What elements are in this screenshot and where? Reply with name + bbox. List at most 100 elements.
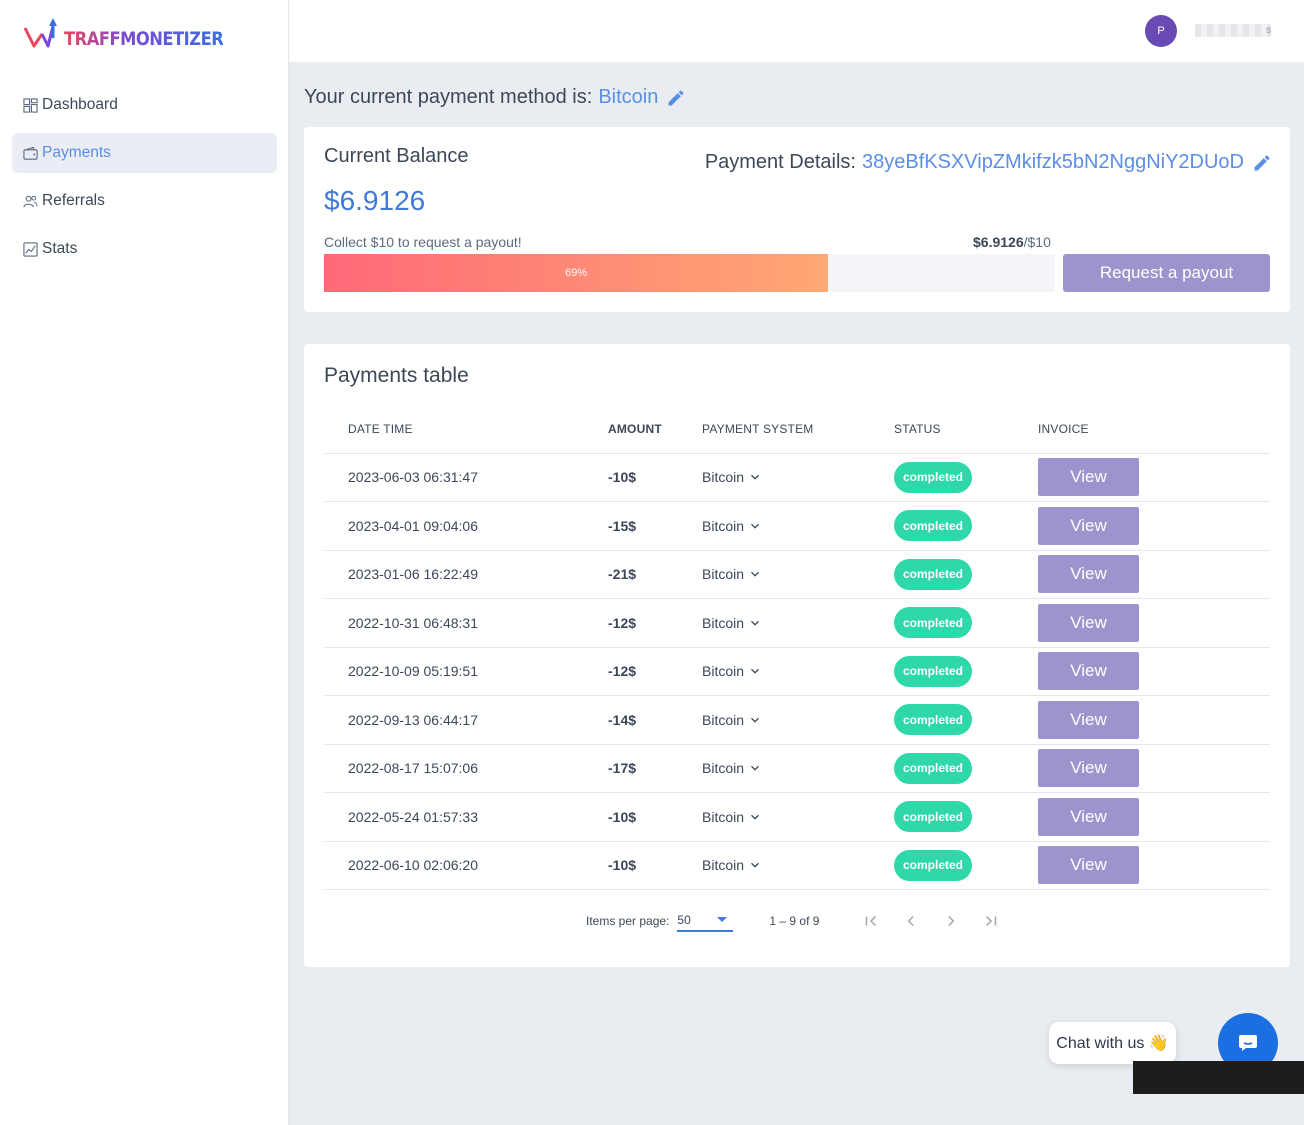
cell-status: completed (894, 598, 1038, 648)
sidebar-item-stats[interactable]: Stats (12, 229, 277, 269)
cell-payment-system: Bitcoin (702, 453, 894, 502)
sidebar-item-label: Dashboard (42, 96, 118, 113)
cell-amount: -17$ (608, 744, 702, 793)
cell-invoice: View (1038, 647, 1270, 696)
column-header-status[interactable]: STATUS (894, 406, 1038, 454)
users-icon (23, 195, 38, 207)
status-badge: completed (894, 655, 972, 687)
items-per-page-select[interactable]: 50 (677, 910, 734, 932)
view-invoice-button[interactable]: View (1038, 652, 1139, 691)
last-page-button[interactable] (981, 911, 1001, 931)
status-badge: completed (894, 607, 972, 639)
payment-method-value: Bitcoin (598, 86, 659, 108)
progress-target: /$10 (1023, 234, 1051, 250)
payment-details-label: Payment Details: (704, 151, 856, 173)
payment-system-label: Bitcoin (702, 517, 745, 534)
logo-text: TRAFFMONETIZER (64, 28, 224, 50)
chevron-down-icon (751, 863, 759, 868)
cell-amount: -21$ (608, 550, 702, 599)
wallet-icon (23, 146, 38, 160)
payment-system-toggle[interactable]: Bitcoin (702, 857, 762, 873)
sidebar-item-referrals[interactable]: Referrals (12, 181, 277, 221)
column-header-invoice[interactable]: INVOICE (1038, 406, 1270, 454)
view-invoice-button[interactable]: View (1038, 797, 1139, 836)
table-row: 2022-10-09 05:19:51 -12$ Bitcoin completed V… (324, 647, 1270, 696)
cell-date: 2022-05-24 01:57:33 (324, 792, 608, 842)
cell-amount: -15$ (608, 501, 702, 551)
page-range: 1 – 9 of 9 (769, 914, 820, 928)
payment-system-toggle[interactable]: Bitcoin (702, 712, 762, 728)
previous-page-button[interactable] (901, 911, 921, 931)
username[interactable]: s (1195, 24, 1271, 37)
chevron-down-icon (751, 572, 759, 577)
cell-invoice: View (1038, 792, 1270, 842)
view-invoice-button[interactable]: View (1038, 555, 1139, 594)
status-badge: completed (894, 801, 972, 833)
view-invoice-button[interactable]: View (1038, 506, 1139, 545)
view-invoice-button[interactable]: View (1038, 458, 1139, 497)
payment-system-toggle[interactable]: Bitcoin (702, 809, 762, 825)
table-row: 2022-08-17 15:07:06 -17$ Bitcoin completed V… (324, 744, 1270, 793)
payment-system-label: Bitcoin (702, 663, 745, 680)
column-header-amount[interactable]: AMOUNT (608, 406, 702, 454)
view-invoice-button[interactable]: View (1038, 700, 1139, 739)
status-badge: completed (894, 510, 972, 542)
items-per-page-label: Items per page: (586, 914, 670, 928)
cell-payment-system: Bitcoin (702, 792, 894, 842)
payment-system-toggle[interactable]: Bitcoin (702, 518, 762, 534)
status-badge: completed (894, 461, 972, 493)
payments-table-card: Payments table DATE TIME AMOUNT PAYMENT … (304, 344, 1290, 967)
table-row: 2022-09-13 06:44:17 -14$ Bitcoin completed V… (324, 695, 1270, 745)
table-row: 2023-01-06 16:22:49 -21$ Bitcoin completed V… (324, 550, 1270, 599)
sidebar-item-dashboard[interactable]: Dashboard (12, 85, 277, 125)
cell-payment-system: Bitcoin (702, 550, 894, 599)
first-page-button[interactable] (861, 911, 881, 931)
next-page-button[interactable] (941, 911, 961, 931)
edit-payment-details-icon[interactable] (1252, 153, 1272, 173)
payment-system-toggle[interactable]: Bitcoin (702, 760, 762, 776)
request-payout-button[interactable]: Request a payout (1063, 254, 1270, 292)
view-invoice-button[interactable]: View (1038, 846, 1139, 885)
column-header-date[interactable]: DATE TIME (324, 406, 608, 454)
cell-status: completed (894, 695, 1038, 745)
cell-amount: -12$ (608, 647, 702, 696)
sidebar-item-label: Referrals (42, 192, 105, 209)
payment-details-line: Payment Details: 38yeBfKSXVipZMkifzk5bN2… (705, 151, 1272, 174)
chevron-right-icon (948, 915, 955, 927)
chevron-down-icon (751, 766, 759, 771)
chevron-down-icon (751, 669, 759, 674)
payment-system-toggle[interactable]: Bitcoin (702, 566, 762, 582)
cell-amount: -10$ (608, 453, 702, 502)
status-badge: completed (894, 849, 972, 881)
sidebar-item-payments[interactable]: Payments (12, 133, 277, 173)
view-invoice-button[interactable]: View (1038, 603, 1139, 642)
traffmonetizer-logo[interactable]: TRAFFMONETIZER (22, 16, 249, 50)
view-invoice-button[interactable]: View (1038, 749, 1139, 788)
cell-status: completed (894, 841, 1038, 890)
payment-system-label: Bitcoin (702, 760, 745, 777)
first-page-icon (866, 915, 877, 927)
cell-status: completed (894, 453, 1038, 502)
cell-payment-system: Bitcoin (702, 744, 894, 793)
table-row: 2022-06-10 02:06:20 -10$ Bitcoin completed V… (324, 841, 1270, 890)
table-header-row: DATE TIME AMOUNT PAYMENT SYSTEM STATUS I… (324, 406, 1270, 454)
edit-payment-method-icon[interactable] (666, 88, 686, 108)
payment-method-line: Your current payment method is: Bitcoin (304, 86, 686, 109)
sidebar-item-label: Payments (42, 144, 111, 161)
items-per-page-value: 50 (677, 913, 691, 927)
cell-date: 2023-06-03 06:31:47 (324, 453, 608, 502)
column-header-payment-system[interactable]: PAYMENT SYSTEM (702, 406, 894, 454)
payment-system-toggle[interactable]: Bitcoin (702, 663, 762, 679)
logo-icon (23, 18, 57, 48)
status-badge: completed (894, 704, 972, 736)
cell-invoice: View (1038, 744, 1270, 793)
payment-system-toggle[interactable]: Bitcoin (702, 469, 762, 485)
avatar[interactable]: P (1145, 15, 1177, 47)
payment-system-toggle[interactable]: Bitcoin (702, 615, 762, 631)
cell-amount: -12$ (608, 598, 702, 648)
cell-invoice: View (1038, 550, 1270, 599)
chat-icon (1239, 1035, 1257, 1051)
chat-with-us-bubble[interactable]: Chat with us 👋 (1049, 1022, 1176, 1064)
payment-system-label: Bitcoin (702, 857, 745, 874)
table-row: 2023-04-01 09:04:06 -15$ Bitcoin completed V… (324, 501, 1270, 551)
